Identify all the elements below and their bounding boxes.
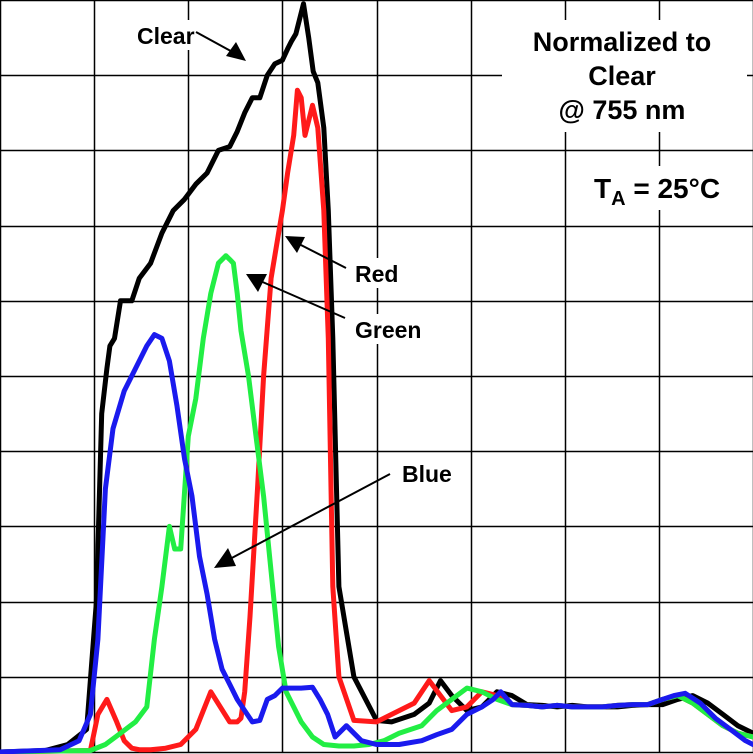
temperature-label: TA = 25°C <box>594 173 720 210</box>
blue-callout-arrowhead <box>214 548 236 568</box>
clear-callout-label: Clear <box>137 23 195 49</box>
clear-callout: Clear <box>132 20 246 61</box>
clear-callout-arrowhead <box>226 42 246 61</box>
normalized-label-line1: Normalized to <box>533 27 712 57</box>
red-callout: Red <box>285 236 410 288</box>
blue-callout-label: Blue <box>402 461 452 487</box>
temperature-label-subscript: A <box>611 188 625 210</box>
normalized-label-line3: @ 755 nm <box>559 95 686 125</box>
temperature-label-t: T <box>594 173 611 204</box>
red-callout-arrowhead <box>285 236 305 253</box>
temperature-label-value: = 25°C <box>626 173 720 204</box>
blue-callout: Blue <box>214 458 468 568</box>
normalized-label-background <box>502 20 747 132</box>
temperature-label-background <box>590 166 738 210</box>
green-callout-label: Green <box>355 317 421 343</box>
red-callout-label: Red <box>355 261 398 287</box>
series-line-blue <box>0 332 753 754</box>
normalized-label-line2: Clear <box>588 61 656 91</box>
green-callout: Green <box>246 274 440 344</box>
green-callout-arrowhead <box>246 274 267 292</box>
